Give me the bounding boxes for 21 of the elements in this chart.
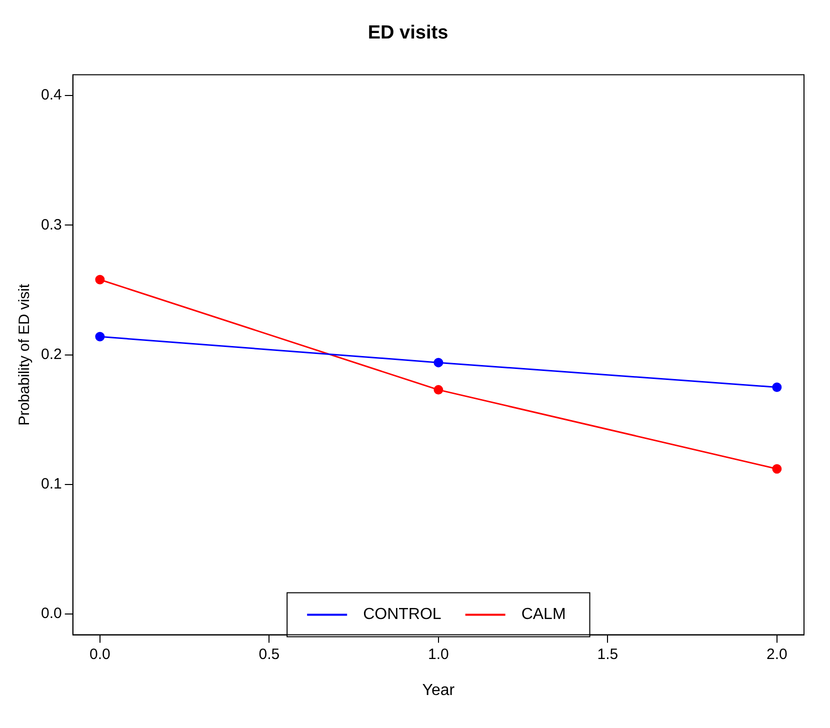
x-tick-label: 1.0 xyxy=(428,646,449,663)
point xyxy=(95,332,105,342)
y-tick-label: 0.0 xyxy=(40,605,62,622)
point xyxy=(95,274,105,284)
point xyxy=(772,464,782,474)
x-axis-title: Year xyxy=(422,682,456,699)
x-tick-label: 2.0 xyxy=(766,646,788,663)
y-tick-label: 0.2 xyxy=(40,346,62,363)
point xyxy=(772,382,782,392)
y-axis-title: Probability of ED visit xyxy=(16,283,34,426)
point xyxy=(434,385,444,395)
y-tick-label: 0.1 xyxy=(40,476,62,493)
legend-label: CALM xyxy=(521,606,566,624)
x-tick-label: 0.5 xyxy=(258,646,280,663)
x-tick-label: 0.0 xyxy=(90,646,110,663)
y-tick-label: 0.3 xyxy=(40,216,62,234)
point xyxy=(434,358,444,368)
x-tick-label: 1.5 xyxy=(597,646,618,663)
legend-label: CONTROL xyxy=(363,606,442,624)
y-tick-label: 0.4 xyxy=(40,86,62,104)
chart-title: ED visits xyxy=(368,22,448,44)
